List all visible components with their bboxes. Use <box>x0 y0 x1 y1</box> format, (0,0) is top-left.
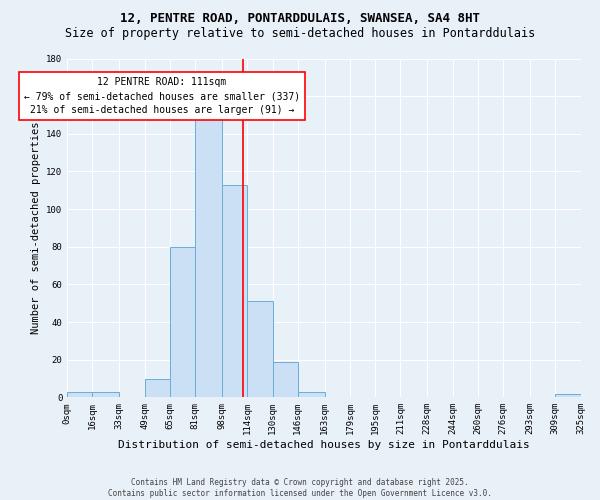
Bar <box>247 302 272 398</box>
Text: 12 PENTRE ROAD: 111sqm
← 79% of semi-detached houses are smaller (337)
21% of se: 12 PENTRE ROAD: 111sqm ← 79% of semi-det… <box>24 78 300 116</box>
Bar <box>92 392 119 398</box>
Bar <box>67 392 92 398</box>
Text: Contains HM Land Registry data © Crown copyright and database right 2025.
Contai: Contains HM Land Registry data © Crown c… <box>108 478 492 498</box>
Bar <box>195 118 222 398</box>
Bar <box>222 184 247 398</box>
X-axis label: Distribution of semi-detached houses by size in Pontarddulais: Distribution of semi-detached houses by … <box>118 440 530 450</box>
Bar <box>145 378 170 398</box>
Bar <box>298 392 325 398</box>
Bar <box>170 246 195 398</box>
Y-axis label: Number of semi-detached properties: Number of semi-detached properties <box>31 122 41 334</box>
Text: Size of property relative to semi-detached houses in Pontarddulais: Size of property relative to semi-detach… <box>65 28 535 40</box>
Text: 12, PENTRE ROAD, PONTARDDULAIS, SWANSEA, SA4 8HT: 12, PENTRE ROAD, PONTARDDULAIS, SWANSEA,… <box>120 12 480 26</box>
Bar <box>555 394 581 398</box>
Bar <box>272 362 298 398</box>
